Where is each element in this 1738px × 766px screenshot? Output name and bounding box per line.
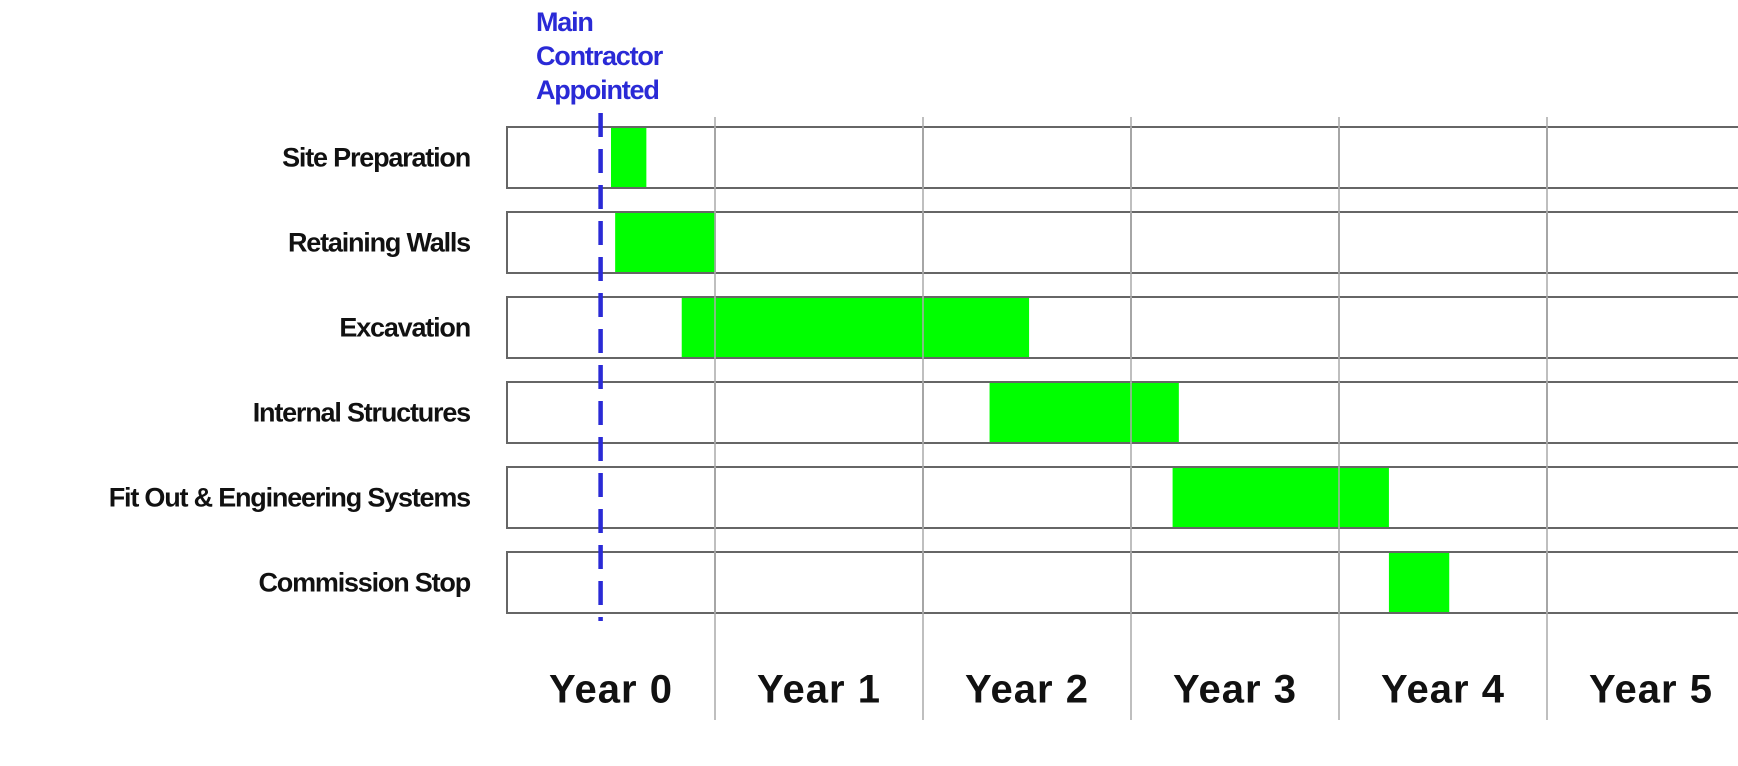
- bar: [681, 298, 1030, 357]
- row-box: [506, 126, 1738, 189]
- bar: [611, 128, 647, 187]
- task-label: Fit Out & Engineering Systems: [109, 483, 470, 513]
- marker-label: Contractor: [536, 41, 664, 71]
- bar: [615, 213, 715, 272]
- period-label: Year 3: [1173, 668, 1297, 712]
- marker-label: Main: [536, 7, 593, 37]
- period-label: Year 0: [549, 668, 673, 712]
- task-label: Retaining Walls: [288, 228, 470, 258]
- marker-label: Appointed: [536, 75, 659, 105]
- task-label: Commission Stop: [258, 568, 470, 598]
- task-label: Excavation: [339, 313, 470, 343]
- bar: [1388, 553, 1450, 612]
- period-label: Year 2: [965, 668, 1089, 712]
- period-label: Year 5: [1589, 668, 1713, 712]
- row-box: [506, 466, 1738, 529]
- task-label: Internal Structures: [253, 398, 470, 428]
- row-box: [506, 551, 1738, 614]
- bar: [1172, 468, 1389, 527]
- period-label: Year 4: [1381, 668, 1505, 712]
- task-label: Site Preparation: [282, 143, 470, 173]
- bar: [989, 383, 1179, 442]
- period-label: Year 1: [757, 668, 881, 712]
